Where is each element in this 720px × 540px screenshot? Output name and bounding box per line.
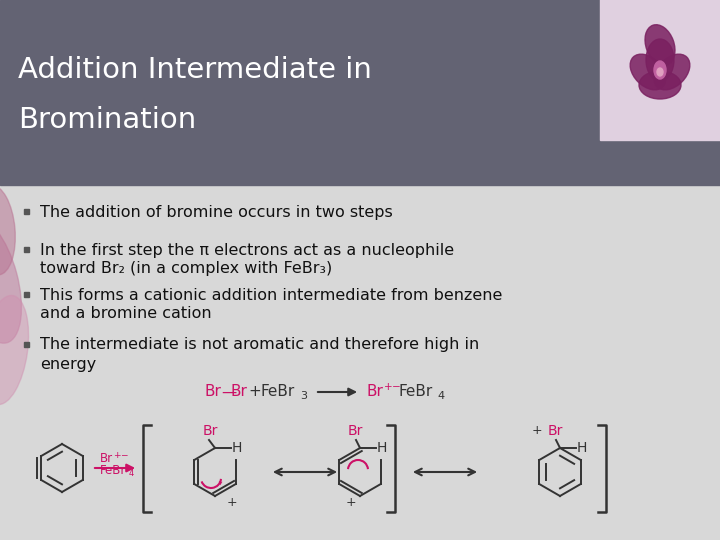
Text: This forms a cationic addition intermediate from benzene: This forms a cationic addition intermedi…	[40, 287, 503, 302]
Text: energy: energy	[40, 356, 96, 372]
Text: +: +	[346, 496, 356, 509]
Text: Br: Br	[367, 384, 384, 400]
Text: 4: 4	[129, 469, 134, 477]
Text: Addition Intermediate in: Addition Intermediate in	[18, 56, 372, 84]
Ellipse shape	[645, 25, 675, 65]
Text: H: H	[232, 441, 243, 455]
Text: +: +	[227, 496, 238, 509]
Text: H: H	[377, 441, 387, 455]
Text: H: H	[577, 441, 588, 455]
Text: Br: Br	[348, 424, 364, 438]
Text: FeBr: FeBr	[261, 384, 295, 400]
Text: +: +	[248, 384, 261, 400]
Text: FeBr: FeBr	[399, 384, 433, 400]
Bar	[24, 292, 29, 296]
Bar	[0, 0, 720, 185]
Text: 4: 4	[437, 391, 444, 401]
Text: The addition of bromine occurs in two steps: The addition of bromine occurs in two st…	[40, 205, 392, 219]
Bar	[24, 341, 29, 347]
Ellipse shape	[646, 39, 674, 81]
Ellipse shape	[654, 61, 666, 79]
Text: −: −	[120, 450, 127, 460]
Bar	[24, 246, 29, 252]
Text: FeBr: FeBr	[100, 463, 127, 476]
Bar	[24, 208, 29, 213]
Text: In the first step the π electrons act as a nucleophile: In the first step the π electrons act as…	[40, 242, 454, 258]
Text: Br: Br	[231, 384, 248, 400]
Text: +: +	[113, 450, 120, 460]
Text: Br: Br	[100, 451, 113, 464]
Text: toward Br₂ (in a complex with FeBr₃): toward Br₂ (in a complex with FeBr₃)	[40, 261, 332, 276]
Ellipse shape	[639, 71, 681, 99]
Bar	[600, 0, 720, 140]
Text: Br: Br	[548, 424, 563, 438]
Text: +: +	[532, 424, 543, 437]
Text: —: —	[221, 384, 236, 400]
Ellipse shape	[654, 54, 690, 90]
Text: 3: 3	[300, 391, 307, 401]
Text: −: −	[392, 382, 401, 392]
Ellipse shape	[657, 68, 663, 76]
Text: and a bromine cation: and a bromine cation	[40, 307, 212, 321]
Ellipse shape	[0, 217, 22, 343]
Ellipse shape	[0, 295, 29, 404]
Text: +: +	[384, 382, 392, 392]
Text: Br: Br	[203, 424, 218, 438]
Text: The intermediate is not aromatic and therefore high in: The intermediate is not aromatic and the…	[40, 338, 480, 353]
Ellipse shape	[630, 54, 666, 90]
Text: Br: Br	[205, 384, 222, 400]
Ellipse shape	[0, 185, 15, 275]
Text: Bromination: Bromination	[18, 106, 197, 134]
